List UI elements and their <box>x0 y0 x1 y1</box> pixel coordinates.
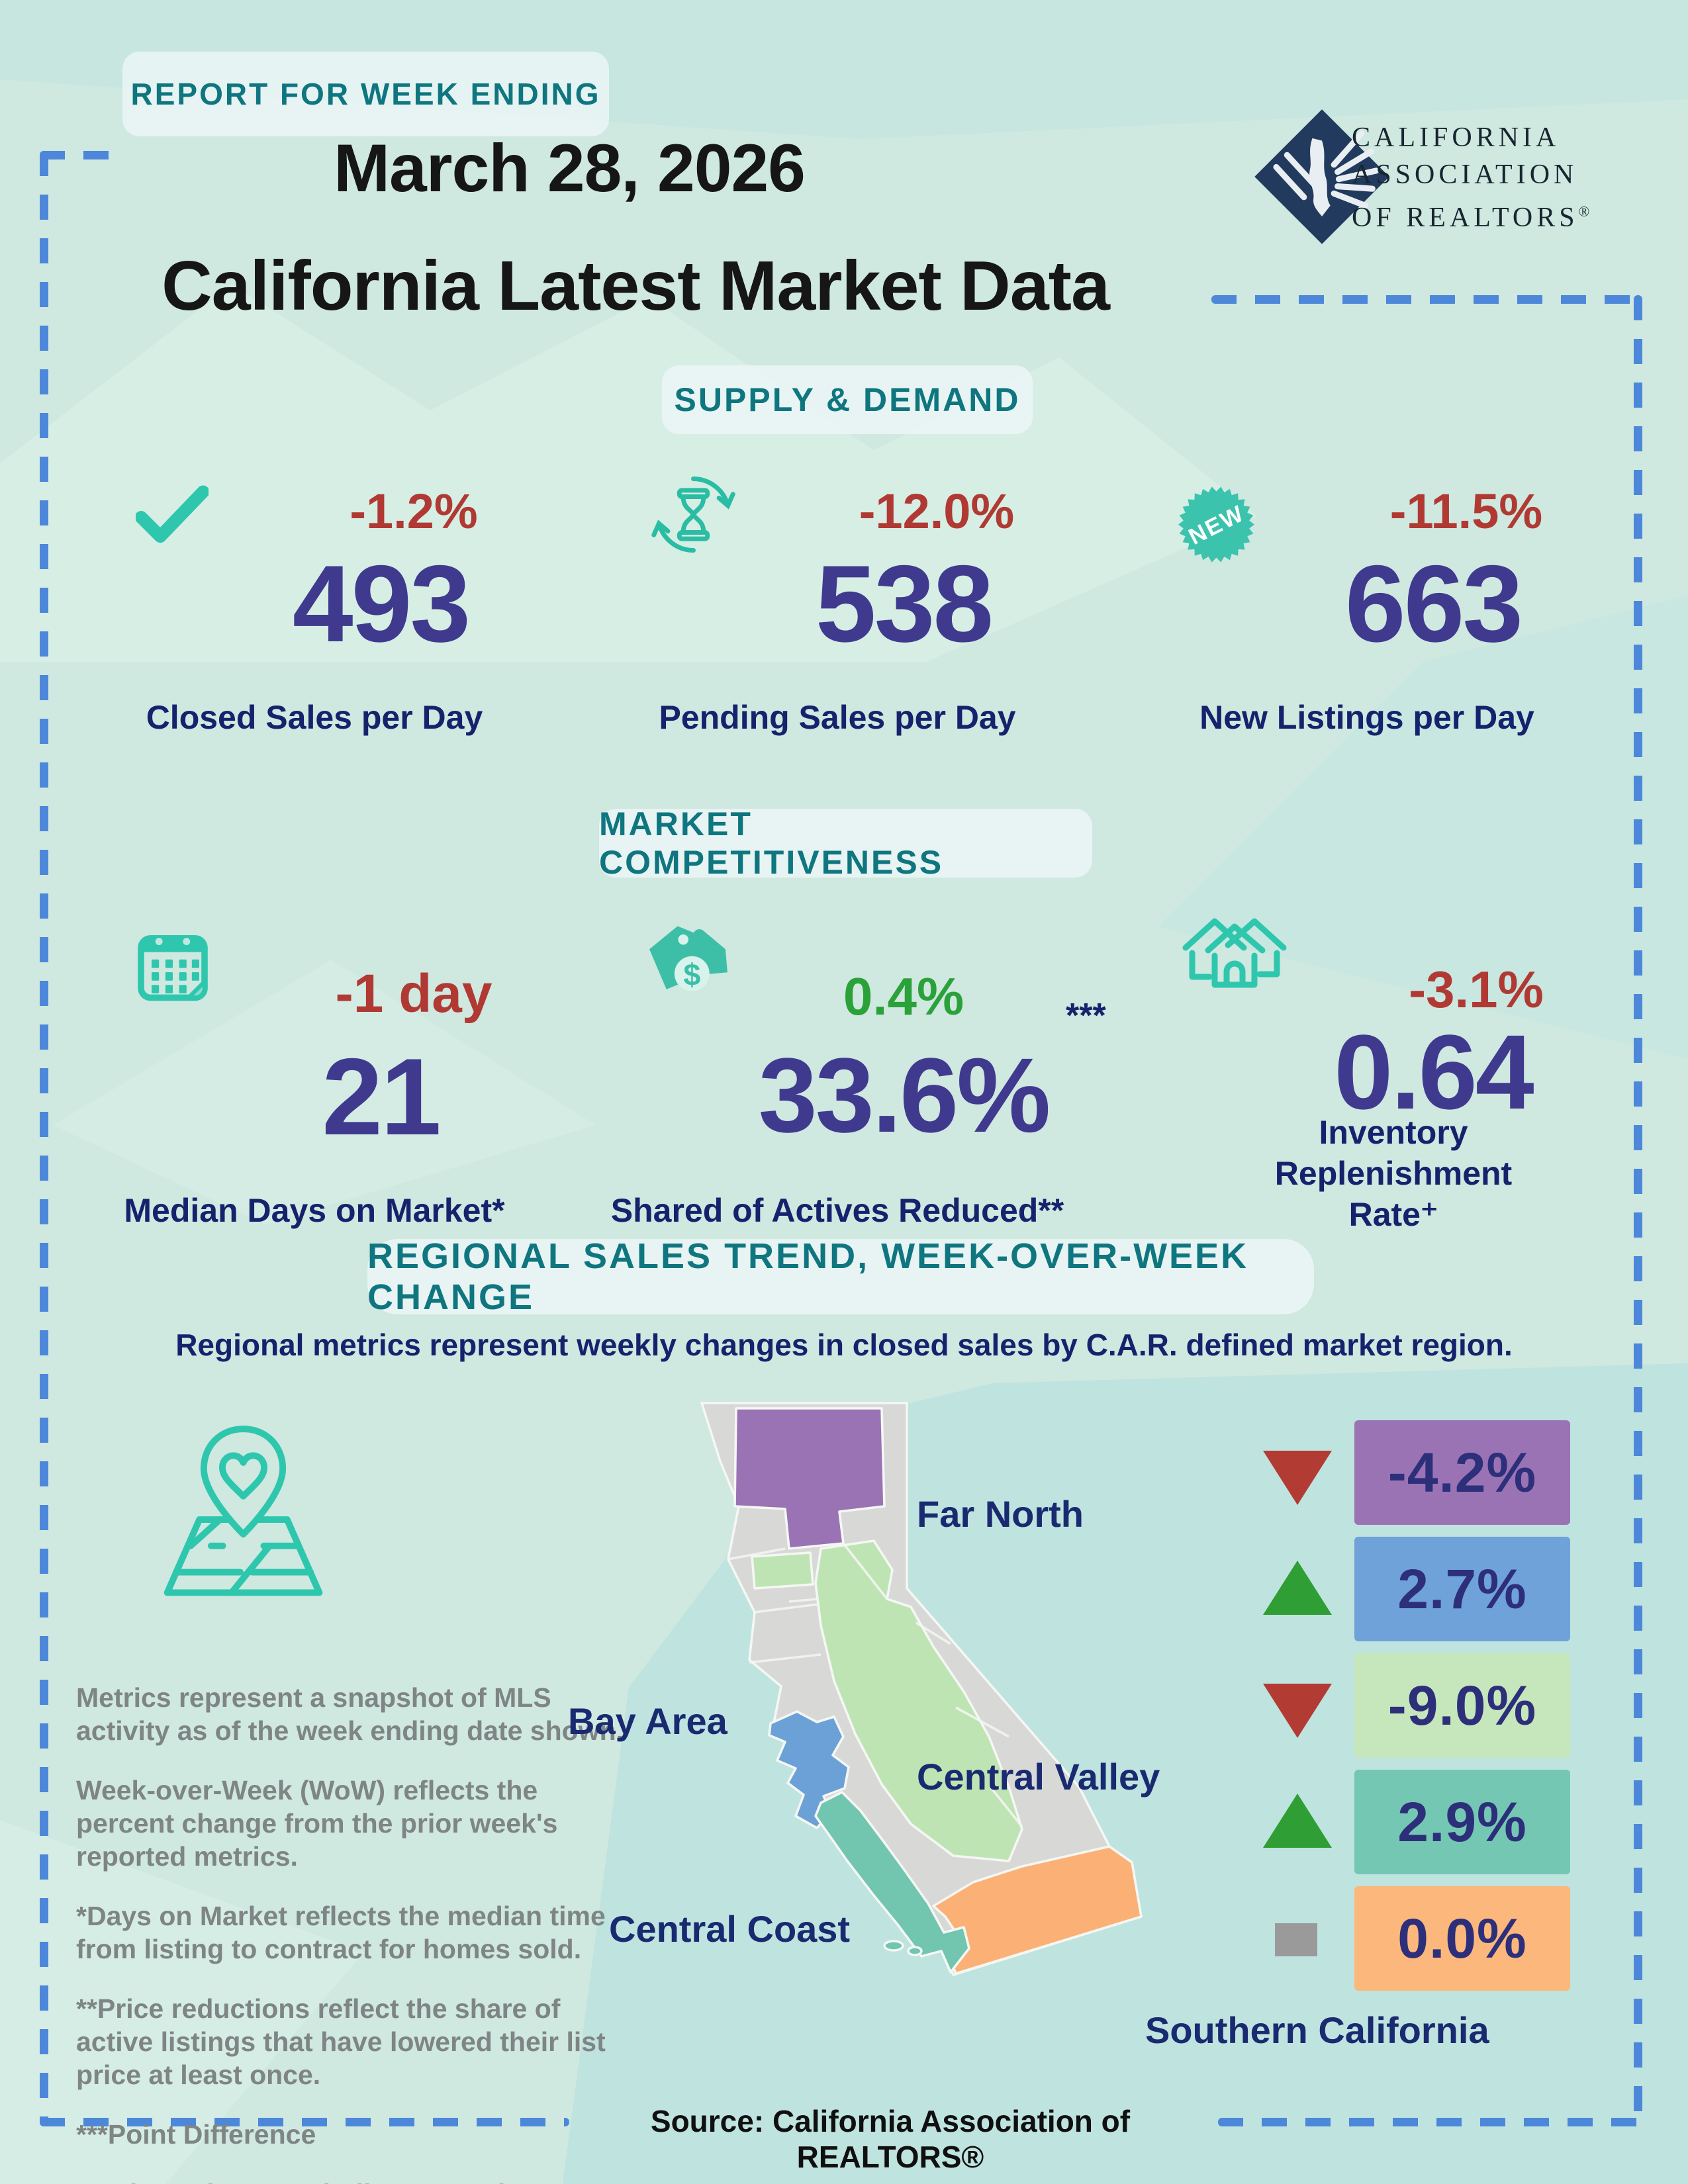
footnotes: Metrics represent a snapshot of MLS acti… <box>76 1681 639 2184</box>
actives-reduced-change: 0.4% <box>843 967 964 1026</box>
check-icon <box>136 485 209 543</box>
registered-mark: ® <box>1578 203 1590 220</box>
new-badge-icon: NEW <box>1178 486 1254 563</box>
frame-dash-top-left <box>40 151 116 159</box>
map-label-central-valley: Central Valley <box>917 1756 1160 1797</box>
map-region-southern-california <box>932 1845 1143 1975</box>
report-week-label: REPORT FOR WEEK ENDING <box>130 77 601 111</box>
report-date: March 28, 2026 <box>334 130 806 206</box>
map-label-bay-area: Bay Area <box>568 1700 727 1742</box>
frame-dash-left <box>40 151 48 2126</box>
inventory-rate-label-line1: Inventory <box>1319 1114 1468 1151</box>
up-arrow-icon <box>1263 1794 1332 1848</box>
logo-line-2: ASSOCIATION <box>1352 159 1578 190</box>
houses-icon <box>1182 918 1287 988</box>
legend-bay-area: 2.7% <box>1354 1537 1570 1641</box>
logo-line-3: OF REALTORS® <box>1352 203 1590 233</box>
map-region-green-patch <box>751 1551 814 1590</box>
legend-far-north: -4.2% <box>1354 1420 1570 1525</box>
frame-dash-bottom-right <box>1218 2118 1642 2126</box>
closed-sales-label: Closed Sales per Day <box>146 699 483 736</box>
price-tags-icon: $ <box>649 926 727 991</box>
pending-sales-value: 538 <box>815 543 994 664</box>
report-week-pill: REPORT FOR WEEK ENDING <box>122 52 609 136</box>
metric-days-on-market: -1 day 21 Median Days on Market* <box>63 917 566 1229</box>
closed-sales-change: -1.2% <box>350 484 478 539</box>
calendar-icon <box>138 935 208 1001</box>
frame-dash-bottom-left <box>40 2118 569 2126</box>
days-on-market-label: Median Days on Market* <box>124 1192 505 1229</box>
down-arrow-icon <box>1263 1684 1332 1738</box>
supply-demand-pill: SUPPLY & DEMAND <box>662 365 1033 434</box>
flat-square-icon <box>1275 1923 1317 1956</box>
new-listings-change: -11.5% <box>1389 484 1543 539</box>
footnote-2: Week-over-Week (WoW) reflects the percen… <box>76 1775 558 1872</box>
regional-description: Regional metrics represent weekly change… <box>175 1328 1513 1362</box>
california-region-map <box>700 1402 1143 1976</box>
inventory-rate-label: Inventory Replenishment Rate⁺ <box>1228 1112 1559 1235</box>
map-label-far-north: Far North <box>917 1493 1084 1535</box>
inventory-rate-value: 0.64 <box>1334 1013 1534 1131</box>
market-competitiveness-pill: MARKET COMPETITIVENESS <box>599 805 1092 881</box>
down-arrow-icon <box>1263 1451 1332 1505</box>
map-label-southern-california: Southern California <box>1145 2009 1489 2051</box>
map-region-central-coast <box>814 1791 970 1974</box>
source-attribution: Source: California Association of REALTO… <box>650 2104 1131 2174</box>
inventory-rate-change: -3.1% <box>1409 960 1544 1019</box>
legend-central-coast: 2.9% <box>1354 1770 1570 1874</box>
inventory-rate-label-line2: Replenishment Rate⁺ <box>1274 1155 1513 1233</box>
footnote-3: *Days on Market reflects the median time… <box>76 1901 606 1964</box>
metric-new-listings: NEW -11.5% 663 New Listings per Day <box>1115 463 1618 761</box>
new-listings-value: 663 <box>1344 543 1523 664</box>
actives-reduced-label: Shared of Actives Reduced** <box>610 1192 1064 1229</box>
map-pin-heart-icon <box>164 1426 323 1596</box>
actives-reduced-value: 33.6% <box>758 1036 1051 1154</box>
footnote-5: ***Point Difference <box>76 2119 316 2150</box>
actives-reduced-change-note: *** <box>1066 997 1106 1035</box>
footnote-1: Metrics represent a snapshot of MLS acti… <box>76 1682 624 1746</box>
pending-sales-label: Pending Sales per Day <box>659 699 1016 736</box>
up-arrow-icon <box>1263 1561 1332 1615</box>
legend-central-valley: -9.0% <box>1354 1653 1570 1758</box>
legend-southern-california: 0.0% <box>1354 1886 1570 1991</box>
logo-line-1: CALIFORNIA <box>1352 122 1560 153</box>
metric-inventory-replenishment: -3.1% 0.64 Inventory Replenishment Rate⁺ <box>1115 917 1618 1233</box>
regional-trend-pill: REGIONAL SALES TREND, WEEK-OVER-WEEK CHA… <box>367 1236 1314 1317</box>
car-logo-wordmark: CALIFORNIA ASSOCIATION OF REALTORS® <box>1352 119 1589 236</box>
days-on-market-change: -1 day <box>335 964 492 1024</box>
svg-text:$: $ <box>683 957 700 991</box>
metric-actives-reduced: $ 0.4% *** 33.6% Shared of Actives Reduc… <box>586 917 1106 1229</box>
footnote-4: **Price reductions reflect the share of … <box>76 1993 606 2090</box>
hourglass-refresh-icon <box>651 477 735 553</box>
regional-trend-label: REGIONAL SALES TREND, WEEK-OVER-WEEK CHA… <box>367 1236 1249 1317</box>
frame-dash-right <box>1634 295 1642 2126</box>
new-listings-label: New Listings per Day <box>1199 699 1534 736</box>
car-logo-icon <box>1254 109 1389 244</box>
supply-demand-label: SUPPLY & DEMAND <box>674 381 1021 418</box>
pending-sales-change: -12.0% <box>859 484 1015 539</box>
closed-sales-value: 493 <box>292 543 471 664</box>
metric-pending-sales: -12.0% 538 Pending Sales per Day <box>586 463 1089 761</box>
map-label-central-coast: Central Coast <box>609 1908 851 1950</box>
footnote-6: ⁺ Values above 1.0 indicate supply expan… <box>76 2177 639 2184</box>
frame-dash-top-right <box>1211 295 1642 304</box>
days-on-market-value: 21 <box>322 1036 442 1158</box>
metric-closed-sales: -1.2% 493 Closed Sales per Day <box>63 463 566 761</box>
page-title: California Latest Market Data <box>162 247 1110 325</box>
market-competitiveness-label: MARKET COMPETITIVENESS <box>599 805 944 881</box>
